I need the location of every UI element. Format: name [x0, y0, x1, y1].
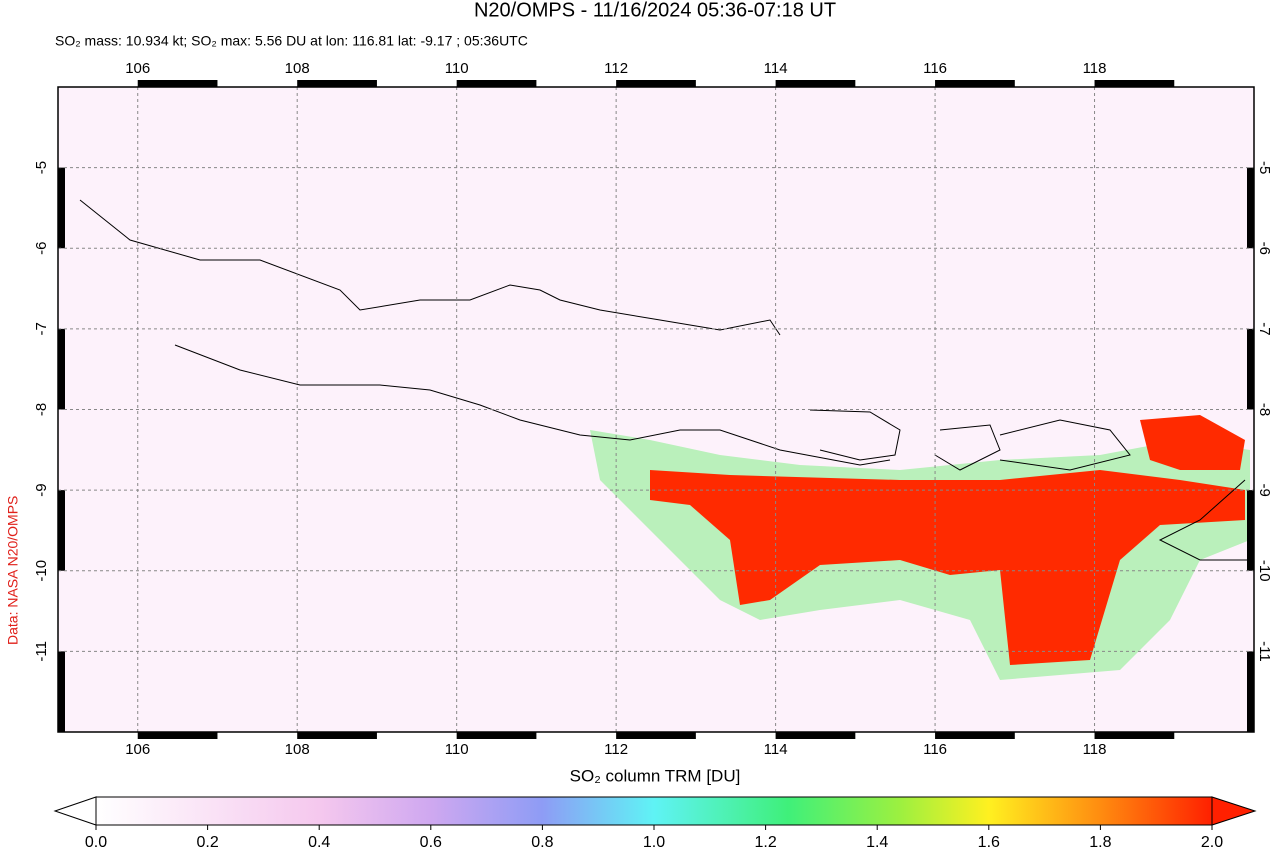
- x-tick-label: 116: [923, 741, 947, 758]
- coastline: [174, 344, 891, 466]
- y-tick-label: -6: [33, 242, 50, 255]
- colorbar: [95, 796, 1213, 826]
- x-tick-label: 108: [285, 741, 310, 758]
- frame-band: [935, 80, 1015, 87]
- frame-band: [935, 732, 1015, 739]
- frame-band: [1247, 167, 1254, 249]
- so2-plume: [650, 470, 1245, 665]
- y-tick-label: -11: [1256, 641, 1272, 662]
- frame-band: [297, 732, 377, 739]
- y-tick-label: -9: [33, 483, 50, 496]
- y-tick-label: -10: [1256, 560, 1272, 582]
- frame-band: [456, 80, 537, 87]
- y-tick-label: -9: [1256, 483, 1272, 496]
- x-tick-label: 118: [1083, 60, 1107, 77]
- y-tick-label: -11: [33, 641, 50, 662]
- colorbar-tick-label: 0.0: [85, 834, 107, 851]
- map-frame: [57, 86, 1255, 733]
- title: N20/OMPS - 11/16/2024 05:36-07:18 UT: [474, 0, 836, 21]
- y-tick-label: -10: [33, 560, 50, 582]
- so2-plume: [1140, 415, 1245, 470]
- colorbar-tick-label: 2.0: [1201, 834, 1223, 851]
- frame-band: [1247, 328, 1254, 410]
- colorbar-tick-label: 1.0: [643, 834, 665, 851]
- x-tick-label: 106: [125, 741, 150, 758]
- colorbar-over: [1211, 796, 1257, 826]
- x-tick-label: 110: [445, 60, 469, 77]
- y-tick-label: -7: [1256, 322, 1272, 335]
- x-tick-label: 114: [764, 60, 788, 77]
- coastline: [999, 419, 1131, 471]
- x-tick-label: 114: [764, 741, 788, 758]
- colorbar-tick-label: 1.8: [1089, 834, 1111, 851]
- frame-band: [1247, 651, 1254, 732]
- frame-band: [616, 80, 696, 87]
- colorbar-tick-label: 1.2: [754, 834, 776, 851]
- x-tick-label: 110: [445, 741, 469, 758]
- x-tick-label: 116: [923, 60, 947, 77]
- frame-band: [58, 651, 65, 732]
- colorbar-under: [53, 796, 97, 826]
- x-tick-label: 112: [604, 741, 628, 758]
- colorbar-tick-label: 0.4: [308, 834, 330, 851]
- axes: 106 106 108 108 110 110 112 112 114 114 116 116 118 1…: [33, 60, 1272, 758]
- colorbar-tick-label: 0.6: [420, 834, 442, 851]
- credit: Data: NASA N20/OMPS: [5, 496, 21, 645]
- y-tick-label: -6: [1256, 242, 1272, 255]
- coastline: [79, 199, 781, 336]
- y-tick-label: -8: [1256, 403, 1272, 416]
- coastline: [1158, 479, 1254, 561]
- coastline: [809, 409, 901, 461]
- x-tick-label: 108: [285, 60, 310, 77]
- frame-band: [1094, 732, 1175, 739]
- y-tick-label: -7: [33, 322, 50, 335]
- y-tick-label: -8: [33, 403, 50, 416]
- frame-band: [137, 732, 218, 739]
- y-tick-label: -5: [1256, 161, 1272, 174]
- frame-band: [297, 80, 377, 87]
- x-tick-label: 118: [1083, 741, 1107, 758]
- frame-band: [456, 732, 537, 739]
- colorbar-tick-label: 1.6: [978, 834, 1000, 851]
- colorbar-tick-label: 0.2: [196, 834, 218, 851]
- y-tick-label: -5: [33, 161, 50, 174]
- subtitle: SO₂ mass: 10.934 kt; SO₂ max: 5.56 DU at…: [55, 33, 528, 49]
- colorbar-tick-label: 1.4: [866, 834, 888, 851]
- frame-band: [58, 167, 65, 249]
- frame-band: [58, 328, 65, 410]
- coastline: [934, 424, 1001, 471]
- colorbar-tick-label: 0.8: [531, 834, 553, 851]
- frame-band: [58, 490, 65, 571]
- frame-band: [1094, 80, 1175, 87]
- x-tick-label: 112: [604, 60, 628, 77]
- frame-band: [137, 80, 218, 87]
- frame-band: [1247, 490, 1254, 571]
- frame-band: [775, 80, 856, 87]
- frame-band: [616, 732, 696, 739]
- colorbar-label: SO₂ column TRM [DU]: [570, 766, 741, 785]
- frame-band: [775, 732, 856, 739]
- x-tick-label: 106: [125, 60, 150, 77]
